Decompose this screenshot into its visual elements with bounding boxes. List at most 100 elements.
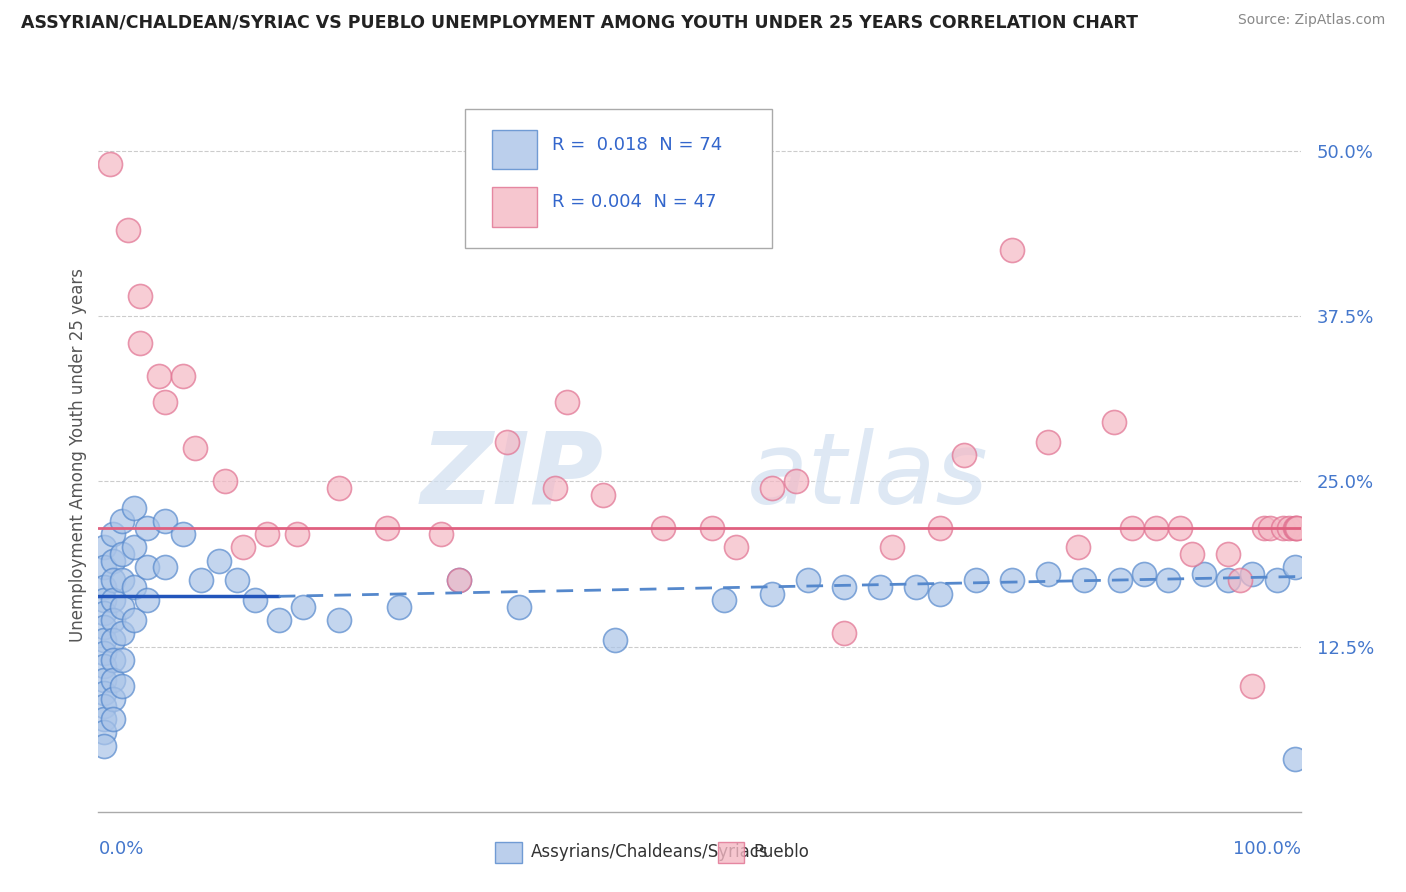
Point bbox=[101, 632, 124, 647]
Point bbox=[605, 632, 627, 647]
Point bbox=[1144, 520, 1167, 534]
Point bbox=[153, 395, 176, 409]
Point bbox=[243, 593, 266, 607]
Point bbox=[190, 574, 212, 588]
Text: 0.0%: 0.0% bbox=[98, 840, 143, 858]
Point bbox=[93, 673, 115, 687]
Point bbox=[1036, 566, 1059, 581]
Point bbox=[101, 712, 124, 726]
Point bbox=[111, 599, 134, 614]
Point bbox=[796, 574, 818, 588]
Point bbox=[172, 368, 194, 383]
Point bbox=[100, 157, 122, 171]
Text: ZIP: ZIP bbox=[420, 428, 603, 524]
Point bbox=[965, 574, 987, 588]
Point bbox=[124, 613, 146, 627]
Point bbox=[129, 289, 152, 303]
Point bbox=[375, 520, 398, 534]
Point bbox=[101, 574, 124, 588]
Point bbox=[93, 739, 115, 753]
Point bbox=[832, 580, 855, 594]
Point bbox=[652, 520, 675, 534]
Point bbox=[93, 593, 115, 607]
Point bbox=[953, 448, 976, 462]
Point bbox=[1277, 520, 1299, 534]
FancyBboxPatch shape bbox=[717, 842, 744, 863]
Point bbox=[832, 626, 855, 640]
Point bbox=[111, 679, 134, 693]
Point bbox=[111, 514, 134, 528]
Point bbox=[111, 626, 134, 640]
Point bbox=[1170, 520, 1192, 534]
Point bbox=[135, 593, 157, 607]
Point bbox=[592, 487, 614, 501]
Point bbox=[1001, 574, 1024, 588]
Point bbox=[1218, 547, 1240, 561]
Point bbox=[496, 434, 519, 449]
Point bbox=[544, 481, 567, 495]
Point bbox=[328, 613, 350, 627]
Text: 100.0%: 100.0% bbox=[1233, 840, 1301, 858]
Point bbox=[880, 541, 903, 555]
Point bbox=[93, 607, 115, 621]
Point bbox=[93, 620, 115, 634]
Point bbox=[135, 520, 157, 534]
Point bbox=[1157, 574, 1180, 588]
Point bbox=[232, 541, 254, 555]
Point bbox=[713, 593, 735, 607]
Point bbox=[101, 653, 124, 667]
Point bbox=[267, 613, 290, 627]
Point bbox=[153, 560, 176, 574]
Point bbox=[447, 574, 470, 588]
Point bbox=[1181, 547, 1204, 561]
Point bbox=[101, 554, 124, 568]
Point bbox=[1218, 574, 1240, 588]
Text: Assyrians/Chaldeans/Syriacs: Assyrians/Chaldeans/Syriacs bbox=[531, 844, 769, 862]
Point bbox=[285, 527, 308, 541]
Point bbox=[761, 481, 783, 495]
Point bbox=[172, 527, 194, 541]
Point bbox=[1036, 434, 1059, 449]
Point bbox=[928, 587, 950, 601]
Point bbox=[785, 475, 807, 489]
Point bbox=[291, 599, 314, 614]
FancyBboxPatch shape bbox=[492, 187, 537, 227]
Text: R =  0.018  N = 74: R = 0.018 N = 74 bbox=[551, 136, 721, 153]
Point bbox=[93, 725, 115, 739]
Point bbox=[124, 580, 146, 594]
Point bbox=[129, 335, 152, 350]
Point bbox=[208, 554, 231, 568]
Point bbox=[1285, 520, 1308, 534]
Y-axis label: Unemployment Among Youth under 25 years: Unemployment Among Youth under 25 years bbox=[69, 268, 87, 642]
Point bbox=[124, 500, 146, 515]
Point bbox=[93, 632, 115, 647]
Point bbox=[117, 223, 139, 237]
Point bbox=[1241, 566, 1264, 581]
Text: ASSYRIAN/CHALDEAN/SYRIAC VS PUEBLO UNEMPLOYMENT AMONG YOUTH UNDER 25 YEARS CORRE: ASSYRIAN/CHALDEAN/SYRIAC VS PUEBLO UNEMP… bbox=[21, 13, 1137, 31]
Point bbox=[869, 580, 891, 594]
Point bbox=[1260, 520, 1282, 534]
Text: Pueblo: Pueblo bbox=[754, 844, 810, 862]
Point bbox=[904, 580, 927, 594]
Point bbox=[101, 613, 124, 627]
Point bbox=[93, 541, 115, 555]
Point bbox=[1102, 415, 1125, 429]
Point bbox=[1271, 520, 1294, 534]
Point bbox=[111, 574, 134, 588]
Text: R = 0.004  N = 47: R = 0.004 N = 47 bbox=[551, 193, 716, 211]
Point bbox=[430, 527, 453, 541]
Point bbox=[148, 368, 170, 383]
Point bbox=[1229, 574, 1251, 588]
Point bbox=[225, 574, 247, 588]
Point bbox=[761, 587, 783, 601]
Point bbox=[93, 712, 115, 726]
Point bbox=[1284, 520, 1306, 534]
Point bbox=[447, 574, 470, 588]
Point bbox=[93, 560, 115, 574]
Point bbox=[555, 395, 578, 409]
FancyBboxPatch shape bbox=[492, 130, 537, 169]
Point bbox=[111, 653, 134, 667]
Point bbox=[93, 659, 115, 673]
Point bbox=[1241, 679, 1264, 693]
Point bbox=[256, 527, 278, 541]
